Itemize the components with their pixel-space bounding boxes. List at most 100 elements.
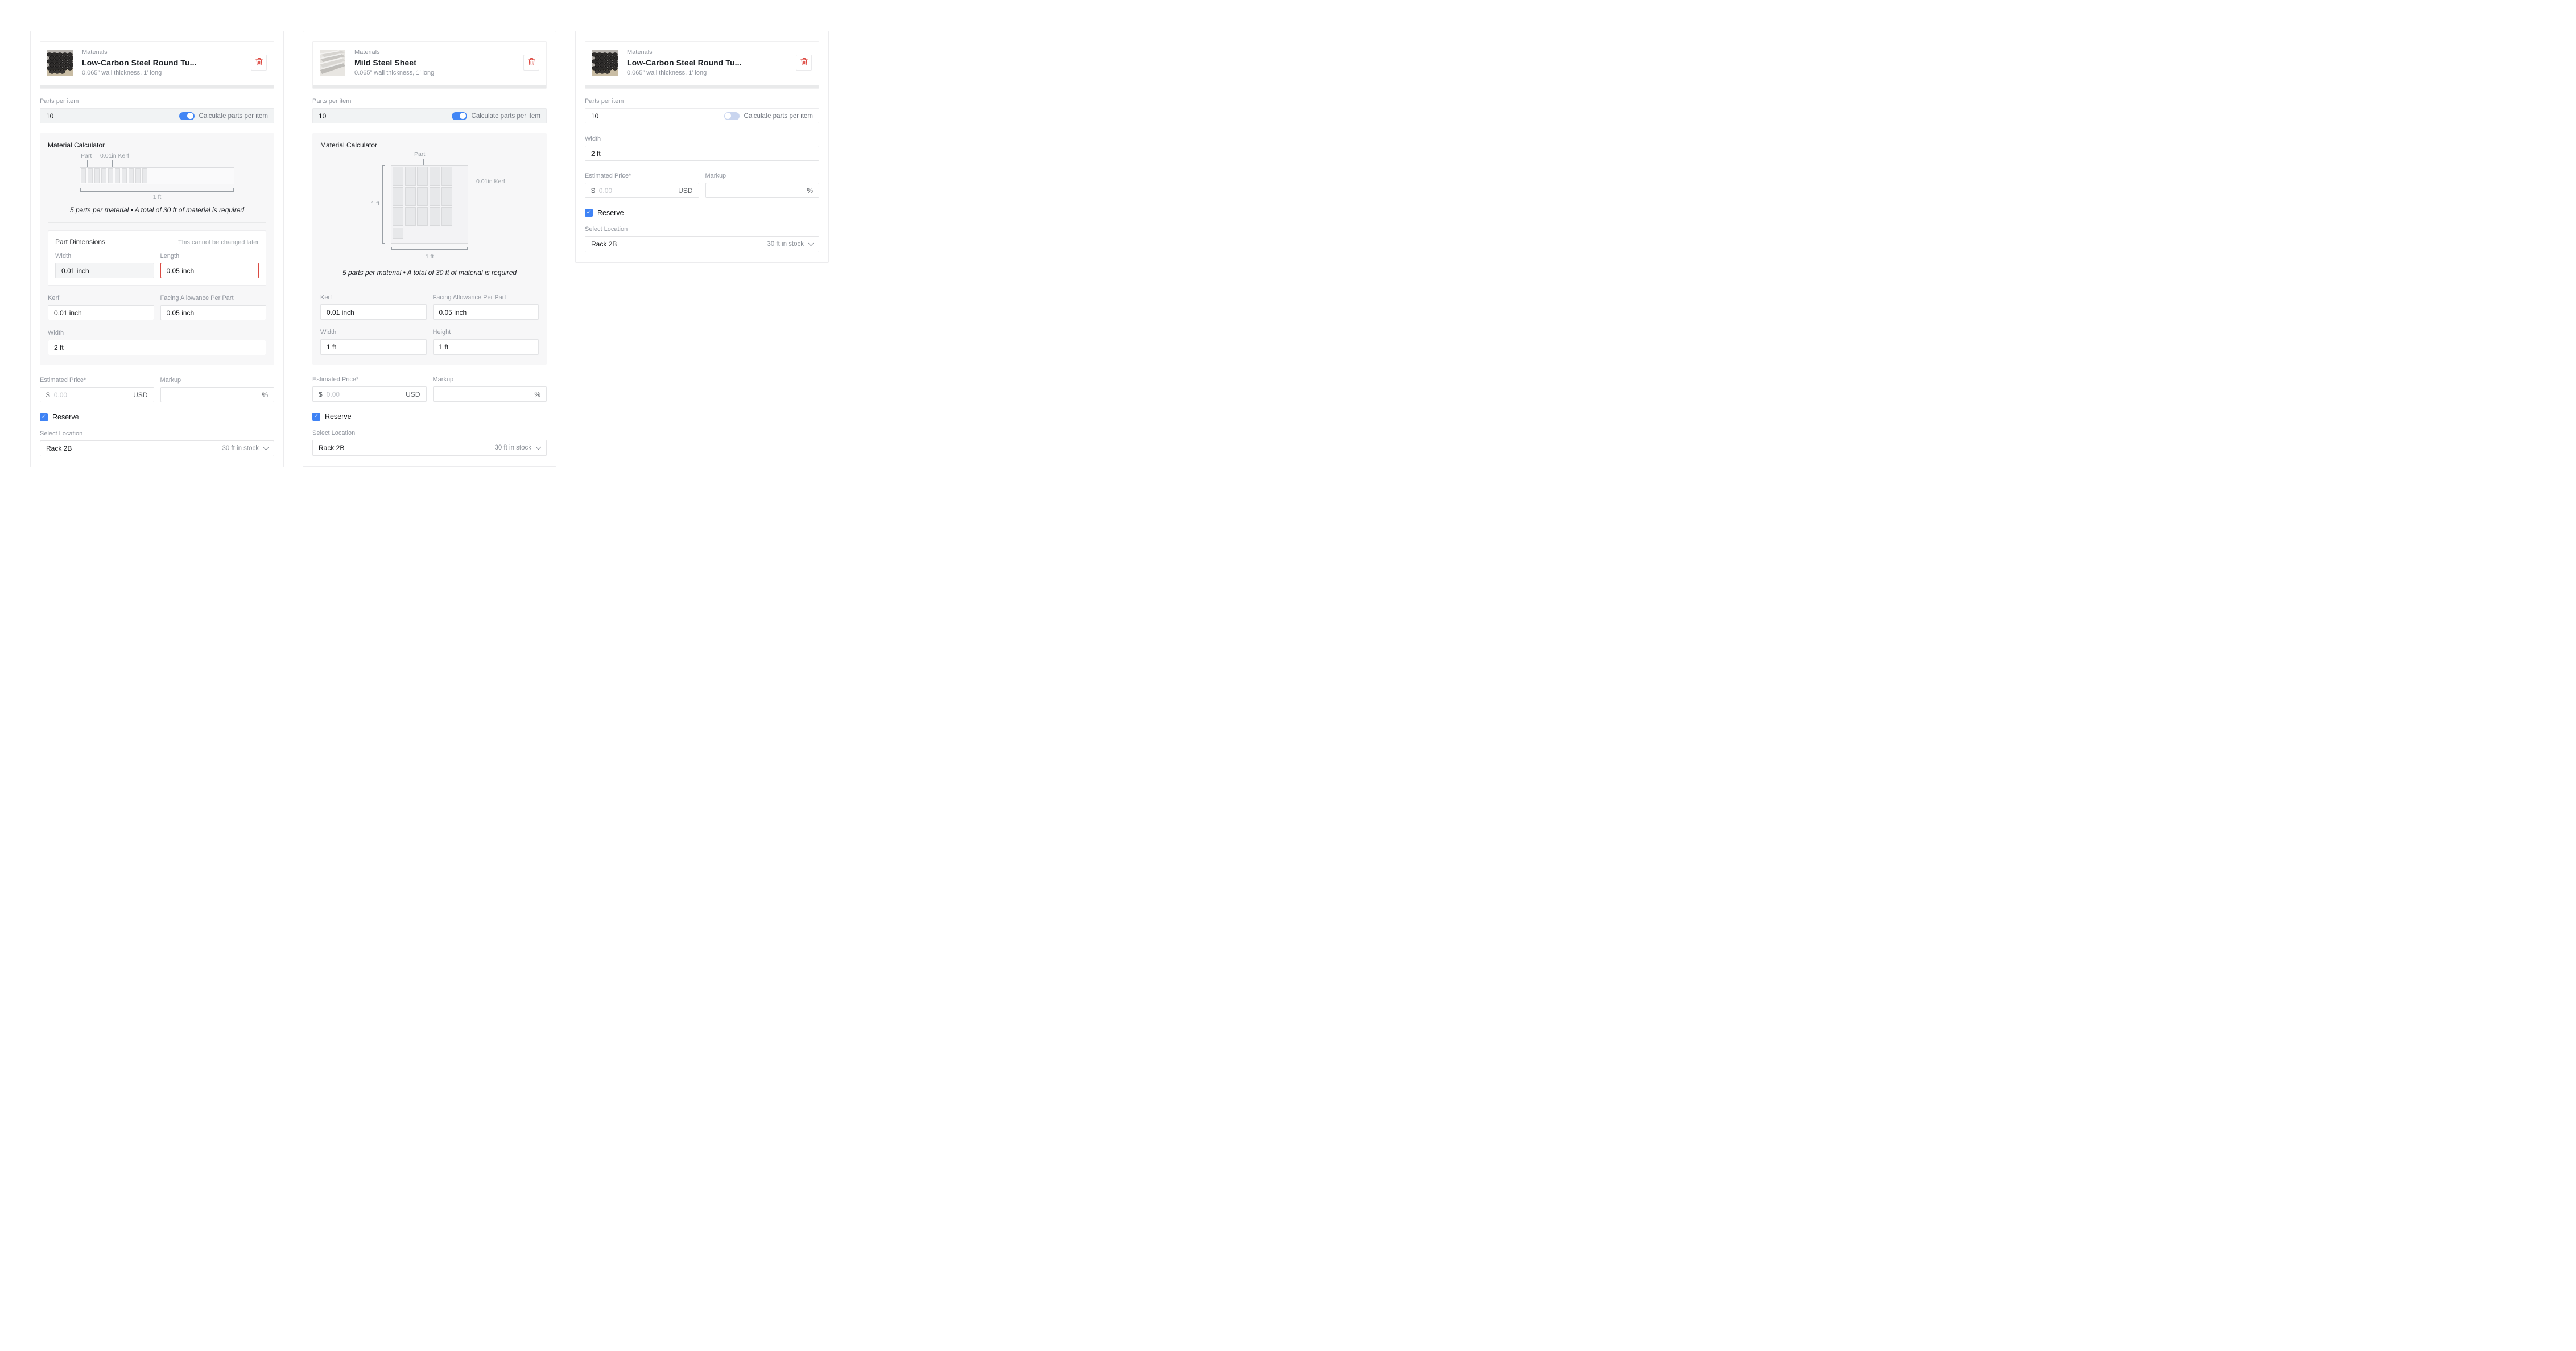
trash-icon	[799, 57, 809, 68]
select-location-label: Select Location	[585, 226, 628, 233]
sheet-cell	[404, 167, 416, 186]
location-select[interactable]: Rack 2B 30 ft in stock	[40, 440, 274, 456]
parts-per-item-input[interactable]: 10 Calculate parts per item	[312, 108, 547, 123]
material-width-value: 1 ft	[327, 343, 336, 351]
material-card-1: Materials Low-Carbon Steel Round Tu... 0…	[30, 31, 284, 467]
sheet-height-label: 1 ft	[371, 200, 379, 207]
location-select[interactable]: Rack 2B 30 ft in stock	[312, 440, 547, 456]
reserve-checkbox[interactable]	[312, 413, 320, 421]
sheet-parts-grid	[393, 167, 467, 226]
material-header-text: Materials Low-Carbon Steel Round Tu... 0…	[82, 49, 244, 76]
price-placeholder: 0.00	[598, 186, 613, 195]
bar-seg	[94, 168, 100, 183]
calculate-parts-toggle[interactable]	[451, 112, 467, 120]
part-annotation-tick	[423, 159, 424, 165]
material-width-input[interactable]: 2 ft	[48, 340, 266, 355]
bar-parts	[81, 168, 147, 183]
material-subtitle: 0.065” wall thickness, 1’ long	[354, 69, 435, 76]
markup-label: Markup	[432, 376, 454, 383]
toggle-knob	[725, 113, 732, 119]
part-annotation-label: Part	[414, 151, 426, 158]
reserve-checkbox-row[interactable]: Reserve	[585, 209, 819, 217]
facing-allowance-value: 0.05 inch	[439, 308, 467, 316]
percent-suffix: %	[262, 390, 268, 399]
material-height-label: Height	[432, 329, 451, 336]
location-value: Rack 2B	[591, 240, 617, 248]
material-header: Materials Mild Steel Sheet 0.065” wall t…	[312, 41, 547, 89]
reserve-checkbox-row[interactable]: Reserve	[312, 413, 547, 421]
estimated-price-input[interactable]: $ 0.00 USD	[585, 183, 699, 198]
reserve-checkbox[interactable]	[40, 413, 48, 421]
reserve-label: Reserve	[597, 209, 624, 217]
estimated-price-input[interactable]: $ 0.00 USD	[40, 387, 154, 402]
currency-symbol: $	[591, 186, 595, 195]
sheet-part-offcut	[393, 227, 403, 239]
bar-seg	[108, 168, 113, 183]
sheet-cell	[417, 207, 428, 226]
kerf-input[interactable]: 0.01 inch	[48, 305, 154, 320]
material-height-input[interactable]: 1 ft	[432, 339, 539, 355]
parts-per-item-label: Parts per item	[585, 98, 624, 105]
sheet-cell	[404, 207, 416, 226]
part-annotation-label: Part	[81, 153, 92, 159]
markup-input[interactable]: %	[705, 183, 819, 198]
parts-per-item-input[interactable]: 10 Calculate parts per item	[40, 108, 274, 123]
sheet-cell	[441, 187, 452, 206]
location-value: Rack 2B	[319, 444, 345, 452]
estimated-price-input[interactable]: $ 0.00 USD	[312, 386, 427, 402]
material-width-value: 2 ft	[591, 149, 601, 158]
reserve-checkbox-row[interactable]: Reserve	[40, 413, 274, 421]
sheet-cell	[441, 207, 452, 226]
sheet-width-label: 1 ft	[425, 253, 434, 260]
material-card-2: Materials Mild Steel Sheet 0.065” wall t…	[303, 31, 556, 467]
material-calculator-title: Material Calculator	[48, 141, 105, 149]
parts-per-item-input[interactable]: 10 Calculate parts per item	[585, 108, 819, 123]
material-title: Low-Carbon Steel Round Tu...	[82, 58, 197, 67]
delete-material-button[interactable]	[796, 55, 812, 71]
parts-per-item-label: Parts per item	[40, 98, 79, 105]
reserve-checkbox[interactable]	[585, 209, 593, 217]
price-placeholder: 0.00	[326, 390, 340, 398]
markup-label: Markup	[160, 377, 181, 384]
part-dimensions-title: Part Dimensions	[55, 238, 106, 246]
material-height-value: 1 ft	[439, 343, 449, 351]
sheet-cell	[417, 167, 428, 186]
bar-seg	[129, 168, 134, 183]
material-image-steel-sheet	[320, 50, 345, 76]
material-width-input[interactable]: 1 ft	[320, 339, 427, 355]
markup-input[interactable]: %	[160, 387, 274, 402]
currency-code: USD	[406, 390, 420, 398]
kerf-label: Kerf	[48, 295, 60, 302]
material-width-value: 2 ft	[54, 343, 64, 352]
material-width-label: Width	[585, 135, 601, 142]
delete-material-button[interactable]	[523, 55, 539, 71]
kerf-input[interactable]: 0.01 inch	[320, 304, 427, 320]
material-category: Materials	[354, 49, 380, 56]
material-calculator-section: Material Calculator Part 0.01in Kerf 1 f…	[40, 133, 274, 365]
calculate-parts-toggle-label: Calculate parts per item	[199, 112, 268, 120]
kerf-value: 0.01 inch	[54, 308, 82, 317]
calculate-parts-toggle[interactable]	[724, 112, 740, 120]
percent-suffix: %	[807, 186, 813, 195]
facing-allowance-input[interactable]: 0.05 inch	[160, 305, 266, 320]
material-width-label: Width	[48, 329, 64, 336]
sheet-cell	[404, 187, 416, 206]
material-image-steel-round-tube	[47, 50, 73, 76]
calculate-parts-toggle[interactable]	[179, 112, 195, 120]
calculator-caption: 5 parts per material • A total of 30 ft …	[69, 206, 245, 214]
material-category: Materials	[82, 49, 108, 56]
sheet-cell	[429, 167, 440, 186]
part-width-value: 0.01 inch	[61, 266, 89, 275]
facing-allowance-value: 0.05 inch	[166, 308, 195, 317]
delete-material-button[interactable]	[251, 55, 267, 71]
toggle-knob	[460, 113, 467, 119]
bar-seg	[135, 168, 141, 183]
location-select[interactable]: Rack 2B 30 ft in stock	[585, 236, 819, 252]
select-location-label: Select Location	[312, 430, 356, 436]
material-header-text: Materials Low-Carbon Steel Round Tu... 0…	[627, 49, 789, 76]
markup-input[interactable]: %	[432, 386, 547, 402]
facing-allowance-input[interactable]: 0.05 inch	[432, 304, 539, 320]
material-width-input[interactable]: 2 ft	[585, 146, 819, 161]
material-width-label: Width	[320, 329, 337, 336]
part-length-input[interactable]: 0.05 inch	[160, 263, 259, 278]
